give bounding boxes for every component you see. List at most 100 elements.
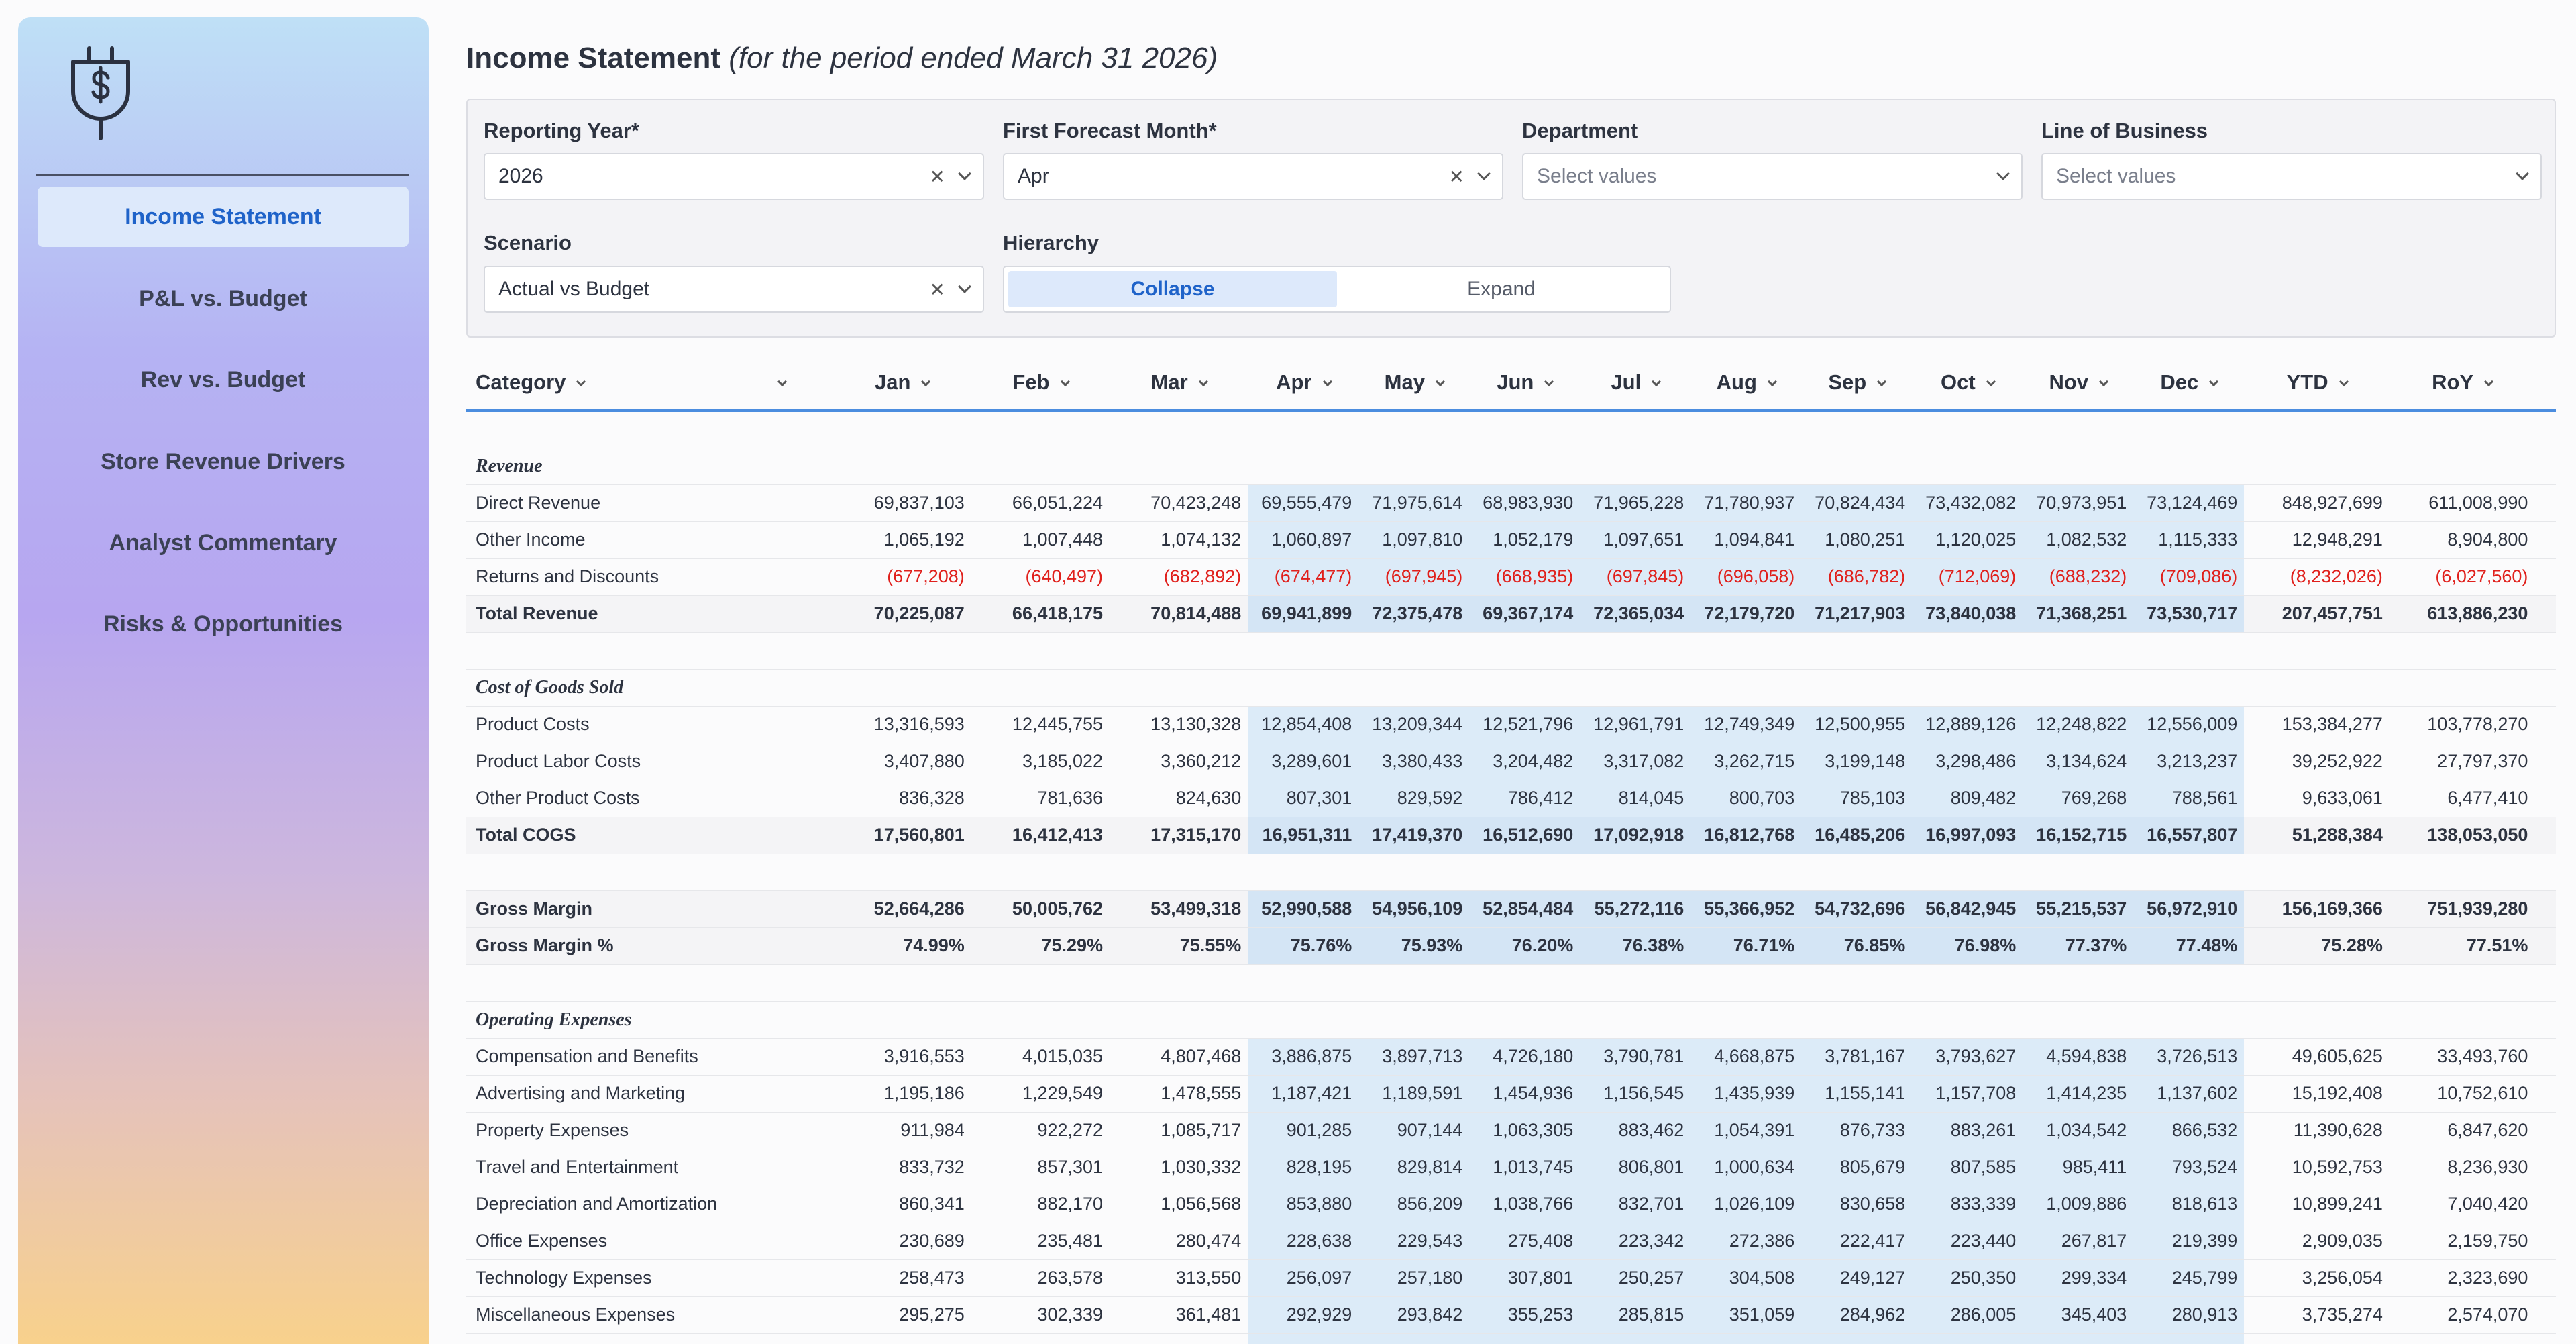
sort-chevron-icon[interactable] — [2339, 376, 2349, 387]
spacer-cell — [1469, 632, 1580, 670]
value-cell: 12,948,291 — [2244, 521, 2390, 559]
chevron-down-icon[interactable] — [958, 167, 971, 180]
value-cell: 907,144 — [1358, 1112, 1470, 1149]
value-cell: 50,005,762 — [971, 890, 1110, 928]
sort-chevron-icon[interactable] — [2209, 376, 2219, 387]
nav-income-statement[interactable]: Income Statement — [38, 187, 409, 247]
value-cell: 355,253 — [1469, 1296, 1580, 1334]
value-cell: 295,275 — [833, 1296, 971, 1334]
chevron-down-icon[interactable] — [1996, 167, 2010, 180]
column-header-jul[interactable]: Jul — [1580, 356, 1691, 412]
first-forecast-month-select[interactable]: Apr ✕ — [1003, 153, 1503, 200]
column-header-oct[interactable]: Oct — [1912, 356, 2023, 412]
column-header-ytd[interactable]: YTD — [2244, 356, 2390, 412]
column-header-may[interactable]: May — [1358, 356, 1470, 412]
department-select[interactable]: Select values — [1522, 153, 2023, 200]
column-header-label: Mar — [1150, 370, 1188, 394]
sort-chevron-icon[interactable] — [1652, 376, 1662, 387]
value-cell: 69,367,174 — [1469, 595, 1580, 633]
column-header-apr[interactable]: Apr — [1248, 356, 1359, 412]
hierarchy-collapse-button[interactable]: Collapse — [1008, 271, 1337, 307]
value-cell: 12,445,755 — [971, 706, 1110, 743]
value-cell: (697,845) — [1580, 558, 1691, 596]
column-header-jan[interactable]: Jan — [833, 356, 971, 412]
value-cell: 76.85% — [1801, 927, 1913, 965]
value-cell: 83,0 — [2534, 1038, 2556, 1076]
nav-pl-vs-budget[interactable]: P&L vs. Budget — [139, 285, 307, 311]
sort-chevron-icon[interactable] — [921, 376, 931, 387]
nav-rev-vs-budget[interactable]: Rev vs. Budget — [140, 366, 306, 393]
sort-chevron-icon[interactable] — [1986, 376, 1996, 387]
clear-icon[interactable]: ✕ — [1448, 166, 1464, 187]
scenario-select[interactable]: Actual vs Budget ✕ — [484, 266, 984, 313]
value-cell: 71,780,937 — [1690, 484, 1802, 522]
sort-chevron-icon[interactable] — [2099, 376, 2109, 387]
hierarchy-expand-button[interactable]: Expand — [1467, 278, 1536, 300]
row-label: Product Costs — [466, 706, 833, 743]
spacer-cell — [1912, 964, 2023, 1002]
value-cell: 8,904,800 — [2389, 521, 2535, 559]
value-cell: 1,229,549 — [971, 1075, 1110, 1113]
column-header-category[interactable]: Category — [466, 356, 833, 412]
value-cell: 3,781,167 — [1801, 1038, 1913, 1076]
value-cell: 53,499,318 — [1110, 890, 1248, 928]
chevron-down-icon[interactable] — [1477, 167, 1491, 180]
chevron-down-icon[interactable] — [2516, 167, 2529, 180]
sort-chevron-icon[interactable] — [1435, 376, 1446, 387]
column-header-mar[interactable]: Mar — [1110, 356, 1248, 412]
value-cell: 55,272,116 — [1580, 890, 1691, 928]
value-cell: 76.71% — [1690, 927, 1802, 965]
empty-cell — [2133, 669, 2245, 707]
column-header-label: Jun — [1497, 370, 1534, 394]
column-header-roy[interactable]: RoY — [2389, 356, 2535, 412]
value-cell: 848,927,699 — [2244, 484, 2390, 522]
sort-chevron-icon[interactable] — [1877, 376, 1887, 387]
value-cell: 361,481 — [1110, 1296, 1248, 1334]
line-of-business-label: Line of Business — [2041, 119, 2208, 142]
sort-chevron-icon[interactable] — [1060, 376, 1070, 387]
value-cell: 10,592,753 — [2244, 1149, 2390, 1186]
spacer-cell — [833, 632, 971, 670]
chevron-down-icon[interactable] — [958, 280, 971, 293]
nav-risks-opportunities[interactable]: Risks & Opportunities — [103, 611, 343, 637]
line-of-business-select[interactable]: Select values — [2041, 153, 2542, 200]
plug-dollar-icon — [71, 46, 130, 140]
empty-cell — [1469, 1001, 1580, 1039]
value-cell: 3,407,880 — [833, 743, 971, 780]
section-label: Operating Expenses — [466, 1001, 833, 1039]
row-label: Allocated Expenses — [466, 1333, 833, 1344]
nav-store-revenue-drivers[interactable]: Store Revenue Drivers — [101, 448, 345, 474]
value-cell: 1,030,332 — [1110, 1149, 1248, 1186]
sort-chevron-icon[interactable] — [1767, 376, 1778, 387]
value-cell: 75.76% — [1248, 927, 1359, 965]
sort-chevron-icon[interactable] — [2484, 376, 2494, 387]
column-header-nov[interactable]: Nov — [2023, 356, 2134, 412]
value-cell: 866,532 — [2133, 1112, 2245, 1149]
column-header-feb[interactable]: Feb — [971, 356, 1110, 412]
filter-chevron-icon[interactable] — [777, 376, 788, 387]
value-cell: 2,323,690 — [2389, 1259, 2535, 1297]
empty-cell — [1580, 669, 1691, 707]
reporting-year-select[interactable]: 2026 ✕ — [484, 153, 984, 200]
sort-chevron-icon[interactable] — [576, 376, 586, 387]
spacer-cell — [1248, 411, 1359, 448]
table-row: Allocated Expenses000000000000000 — [466, 1333, 2556, 1344]
column-header-jun[interactable]: Jun — [1469, 356, 1580, 412]
value-cell: 189,3 — [2534, 817, 2556, 854]
clear-icon[interactable]: ✕ — [929, 166, 945, 187]
column-header-aug[interactable]: Aug — [1690, 356, 1802, 412]
clear-icon[interactable]: ✕ — [929, 278, 945, 300]
column-header-sep[interactable]: Sep — [1801, 356, 1913, 412]
sort-chevron-icon[interactable] — [1322, 376, 1332, 387]
spacer-cell — [1580, 632, 1691, 670]
sort-chevron-icon[interactable] — [1544, 376, 1554, 387]
nav-analyst-commentary[interactable]: Analyst Commentary — [109, 529, 337, 556]
value-cell: 788,561 — [2133, 780, 2245, 817]
empty-cell — [1690, 448, 1802, 485]
value-cell: 613,886,230 — [2389, 595, 2535, 633]
sort-chevron-icon[interactable] — [1198, 376, 1208, 387]
value-cell: 66,051,224 — [971, 484, 1110, 522]
spacer-cell — [1110, 632, 1248, 670]
empty-cell — [2534, 448, 2556, 485]
column-header-dec[interactable]: Dec — [2133, 356, 2245, 412]
